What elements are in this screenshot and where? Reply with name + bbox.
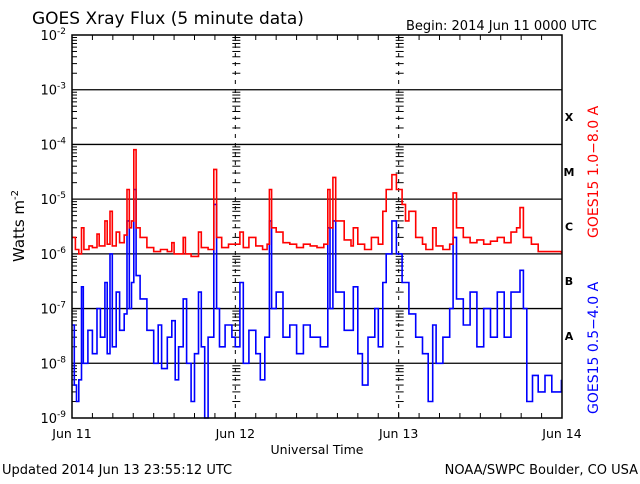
flare-class-B: B — [565, 275, 573, 288]
y-tick-base: 10 — [40, 29, 57, 44]
begin-label: Begin: 2014 Jun 11 0000 UTC — [406, 19, 597, 34]
series-line-short — [72, 188, 563, 419]
y-tick-base: 10 — [40, 357, 57, 372]
y-tick-exp: -8 — [57, 355, 66, 365]
flare-class-C: C — [565, 221, 573, 234]
y-tick-labels: 10-210-310-410-510-610-710-810-9 — [40, 27, 66, 427]
flare-class-M: M — [564, 166, 575, 179]
y-tick-base: 10 — [40, 412, 57, 427]
y-axis-label-text: Watts m — [10, 200, 28, 262]
series-line-long — [72, 148, 563, 258]
flare-class-labels: X M C B A — [564, 111, 575, 343]
flare-class-A: A — [565, 330, 574, 343]
legend-short-channel: GOES15 0.5−4.0 A — [586, 281, 602, 414]
y-tick-label: 10-9 — [40, 410, 66, 427]
y-tick-label: 10-4 — [40, 136, 66, 153]
y-tick-base: 10 — [40, 193, 57, 208]
y-tick-exp: -3 — [57, 82, 66, 92]
plot-frame — [71, 34, 563, 419]
y-tick-label: 10-3 — [40, 82, 66, 99]
y-tick-label: 10-7 — [40, 301, 66, 318]
y-tick-label: 10-2 — [40, 27, 66, 44]
minor-ticks — [72, 35, 543, 418]
chart-title: GOES Xray Flux (5 minute data) — [32, 9, 304, 29]
x-tick-label: Jun 13 — [378, 426, 418, 441]
y-axis-label: Watts m-2 — [10, 190, 28, 262]
flare-class-X: X — [565, 111, 574, 124]
y-tick-exp: -4 — [57, 136, 66, 146]
y-tick-label: 10-6 — [40, 246, 66, 263]
x-tick-label: Jun 11 — [51, 426, 91, 441]
updated-timestamp: Updated 2014 Jun 13 23:55:12 UTC — [2, 463, 232, 478]
y-axis-label-sup: -2 — [10, 190, 21, 200]
y-tick-base: 10 — [40, 303, 57, 318]
y-tick-exp: -6 — [57, 246, 66, 256]
x-tick-label: Jun 12 — [215, 426, 255, 441]
series-group — [72, 148, 563, 419]
x-axis-label: Universal Time — [271, 442, 364, 457]
x-tick-label: Jun 14 — [541, 426, 581, 441]
x-tick-labels: Jun 11 Jun 12 Jun 13 Jun 14 — [51, 426, 581, 441]
credit-label: NOAA/SWPC Boulder, CO USA — [445, 463, 638, 478]
y-tick-exp: -7 — [57, 301, 66, 311]
y-tick-exp: -5 — [57, 191, 66, 201]
y-tick-exp: -9 — [57, 410, 66, 420]
y-tick-base: 10 — [40, 138, 57, 153]
y-tick-label: 10-5 — [40, 191, 66, 208]
y-tick-base: 10 — [40, 248, 57, 263]
y-tick-exp: -2 — [57, 27, 66, 37]
legend-long-channel: GOES15 1.0−8.0 A — [586, 105, 602, 238]
y-tick-label: 10-8 — [40, 355, 66, 372]
y-tick-base: 10 — [40, 84, 57, 99]
